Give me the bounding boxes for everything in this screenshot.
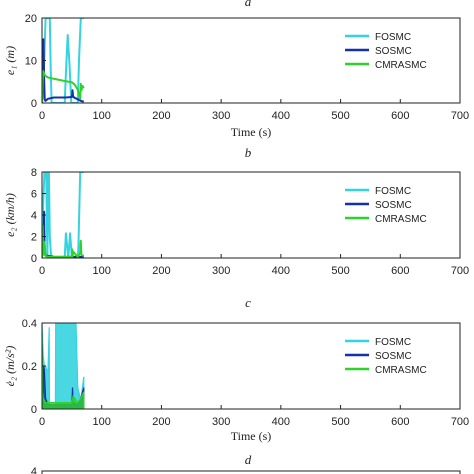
legend-label-sosmc-a: SOSMC [375, 46, 412, 57]
x-tick-label-a: 700 [451, 110, 469, 122]
x-tick-label-a: 0 [39, 110, 45, 122]
y-tick-label-b: 8 [31, 167, 37, 179]
y-tick-label-a: 20 [25, 13, 37, 25]
series-cmrasmc-b [42, 224, 85, 258]
x-tick-label-c: 500 [331, 416, 349, 428]
x-tick-label-c: 300 [212, 416, 230, 428]
y-tick-label-a: 10 [25, 56, 37, 68]
y-tick-label-b: 6 [31, 189, 37, 201]
series-group-a [42, 18, 85, 103]
x-axis-label-a: Time (s) [231, 125, 272, 139]
y-axis-label-a: e₁ (m) [3, 46, 17, 75]
panel-c [41, 322, 461, 410]
y-tick-label-c: 0.2 [22, 361, 37, 373]
x-tick-label-a: 400 [272, 110, 290, 122]
series-group-b [42, 172, 85, 258]
series-cmrasmc-a [42, 70, 85, 103]
x-tick-label-b: 100 [93, 265, 111, 277]
panel-label-c: c [245, 295, 251, 310]
y-tick-label-a: 0 [31, 98, 37, 110]
series-fosmc-b [42, 172, 84, 258]
x-tick-label-b: 500 [331, 265, 349, 277]
y-tick-label-c: 0 [31, 404, 37, 416]
x-tick-label-a: 100 [93, 110, 111, 122]
y-axis-label-b: e₂ (km/h) [3, 193, 17, 237]
panel-label-b: b [245, 145, 252, 160]
axes-box-d [41, 470, 461, 474]
legend-label-fosmc-a: FOSMC [375, 32, 411, 43]
legend-label-sosmc-c: SOSMC [375, 351, 412, 362]
x-tick-label-c: 200 [152, 416, 170, 428]
x-axis-label-c: Time (s) [231, 429, 272, 443]
x-tick-label-c: 100 [93, 416, 111, 428]
x-tick-label-b: 0 [39, 265, 45, 277]
series-cmrasmc-c [42, 333, 85, 409]
x-tick-label-b: 200 [152, 265, 170, 277]
x-tick-label-c: 600 [391, 416, 409, 428]
panel-label-a: a [245, 0, 252, 9]
legend-label-cmrasmc-b: CMRASMC [375, 214, 427, 225]
x-tick-label-c: 400 [272, 416, 290, 428]
x-tick-label-b: 700 [451, 265, 469, 277]
panel-a [41, 17, 461, 104]
legend-label-sosmc-b: SOSMC [375, 200, 412, 211]
x-tick-label-c: 700 [451, 416, 469, 428]
x-tick-label-a: 200 [152, 110, 170, 122]
y-tick-label-b: 4 [31, 210, 37, 222]
y-tick-label-b: 2 [31, 232, 37, 244]
series-group-c [42, 323, 85, 409]
legend-label-cmrasmc-c: CMRASMC [375, 365, 427, 376]
series-sosmc-a [42, 38, 85, 103]
x-tick-label-a: 600 [391, 110, 409, 122]
x-tick-label-c: 0 [39, 416, 45, 428]
x-tick-label-b: 400 [272, 265, 290, 277]
x-tick-label-b: 300 [212, 265, 230, 277]
legend-label-cmrasmc-a: CMRASMC [375, 60, 427, 71]
panel-label-d: d [245, 452, 252, 467]
y-axis-label-c: ė₂ (m/s²) [3, 346, 17, 387]
y-tick-label-c: 0.4 [22, 318, 37, 330]
y-tick-label-d: 4 [31, 466, 37, 474]
x-tick-label-b: 600 [391, 265, 409, 277]
series-fosmc-c [42, 323, 85, 409]
y-tick-label-b: 0 [31, 253, 37, 265]
x-tick-label-a: 500 [331, 110, 349, 122]
legend-label-fosmc-b: FOSMC [375, 186, 411, 197]
legend-label-fosmc-c: FOSMC [375, 337, 411, 348]
panel-b [41, 171, 461, 259]
x-tick-label-a: 300 [212, 110, 230, 122]
